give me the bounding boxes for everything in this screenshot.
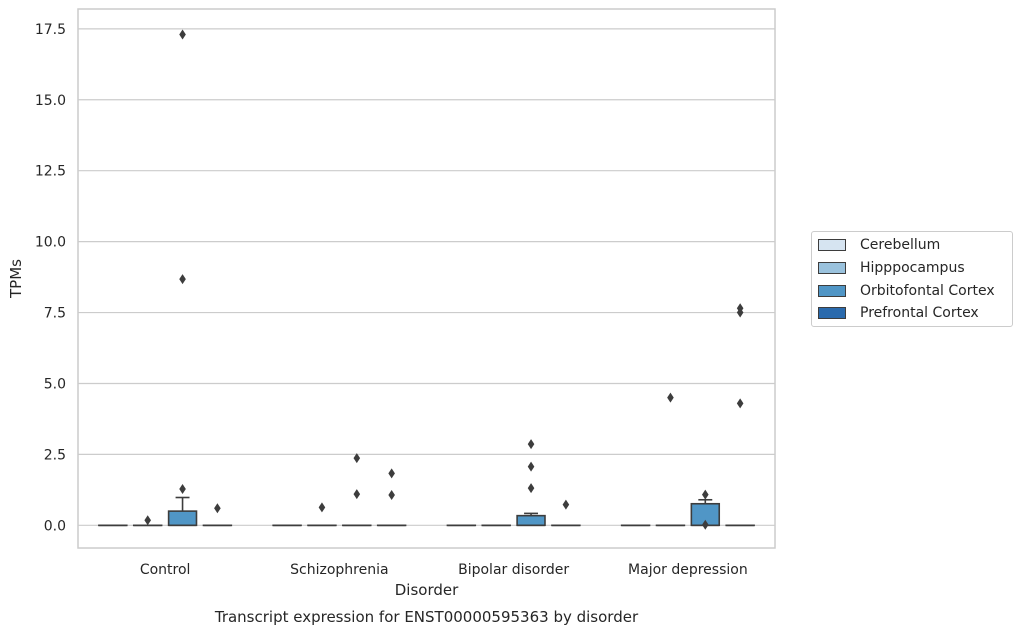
x-axis-label: Disorder (395, 581, 459, 599)
x-tick-label: Major depression (628, 562, 748, 578)
y-tick-label: 10.0 (35, 235, 66, 251)
outlier-point (736, 303, 744, 314)
y-axis-label: TPMs (7, 259, 25, 299)
y-tick-label: 0.0 (44, 518, 66, 534)
outlier-point (702, 519, 709, 530)
outlier-point (353, 489, 361, 500)
outlier-point (736, 398, 744, 409)
outlier-point (214, 503, 221, 514)
legend: Cerebellum Hipppocampus Orbitofontal Cor… (811, 231, 1013, 327)
legend-label: Prefrontal Cortex (860, 305, 979, 321)
legend-swatch (818, 239, 846, 251)
outlier-point (144, 515, 151, 526)
outlier-point (179, 29, 186, 40)
outlier-point (527, 483, 535, 494)
x-tick-labels: Control Schizophrenia Bipolar disorder Majo… (140, 562, 748, 578)
outlier-point (527, 461, 535, 472)
outlier-point (527, 439, 535, 450)
y-tick-label: 12.5 (35, 164, 66, 180)
legend-item-orbitofontal-cortex: Orbitofontal Cortex (818, 282, 995, 300)
legend-swatch (818, 285, 846, 297)
outlier-point (562, 499, 570, 510)
y-tick-label: 17.5 (35, 22, 66, 38)
box-body (167, 510, 198, 527)
legend-label: Hipppocampus (860, 260, 965, 276)
outlier-point (179, 274, 186, 285)
legend-swatch (818, 307, 846, 319)
x-tick-label: Control (140, 562, 191, 578)
legend-label: Cerebellum (860, 237, 941, 253)
plot-area-frame (77, 8, 776, 549)
legend-label: Orbitofontal Cortex (860, 283, 995, 299)
outliers (144, 29, 744, 530)
gridlines (78, 28, 775, 526)
outlier-point (667, 392, 674, 403)
outlier-point (702, 489, 709, 500)
outlier-point (388, 489, 395, 500)
y-tick-labels: 0.0 2.5 5.0 7.5 10.0 12.5 15.0 17.5 (35, 22, 66, 534)
chart-title: Transcript expression for ENST0000059536… (214, 608, 639, 626)
y-tick-label: 15.0 (35, 93, 66, 109)
x-tick-label: Bipolar disorder (458, 562, 569, 578)
box-body (516, 514, 546, 527)
outlier-point (353, 453, 361, 464)
outlier-point (179, 483, 186, 494)
legend-swatch (818, 262, 846, 274)
x-tick-label: Schizophrenia (290, 562, 388, 578)
y-tick-label: 5.0 (44, 376, 66, 392)
outlier-point (388, 468, 395, 479)
y-tick-label: 2.5 (44, 447, 66, 463)
legend-item-prefrontal-cortex: Prefrontal Cortex (818, 304, 979, 322)
legend-item-hipppocampus: Hipppocampus (818, 259, 965, 277)
y-tick-label: 7.5 (44, 306, 66, 322)
boxes (98, 496, 755, 527)
legend-item-cerebellum: Cerebellum (818, 236, 940, 254)
outlier-point (318, 502, 326, 513)
